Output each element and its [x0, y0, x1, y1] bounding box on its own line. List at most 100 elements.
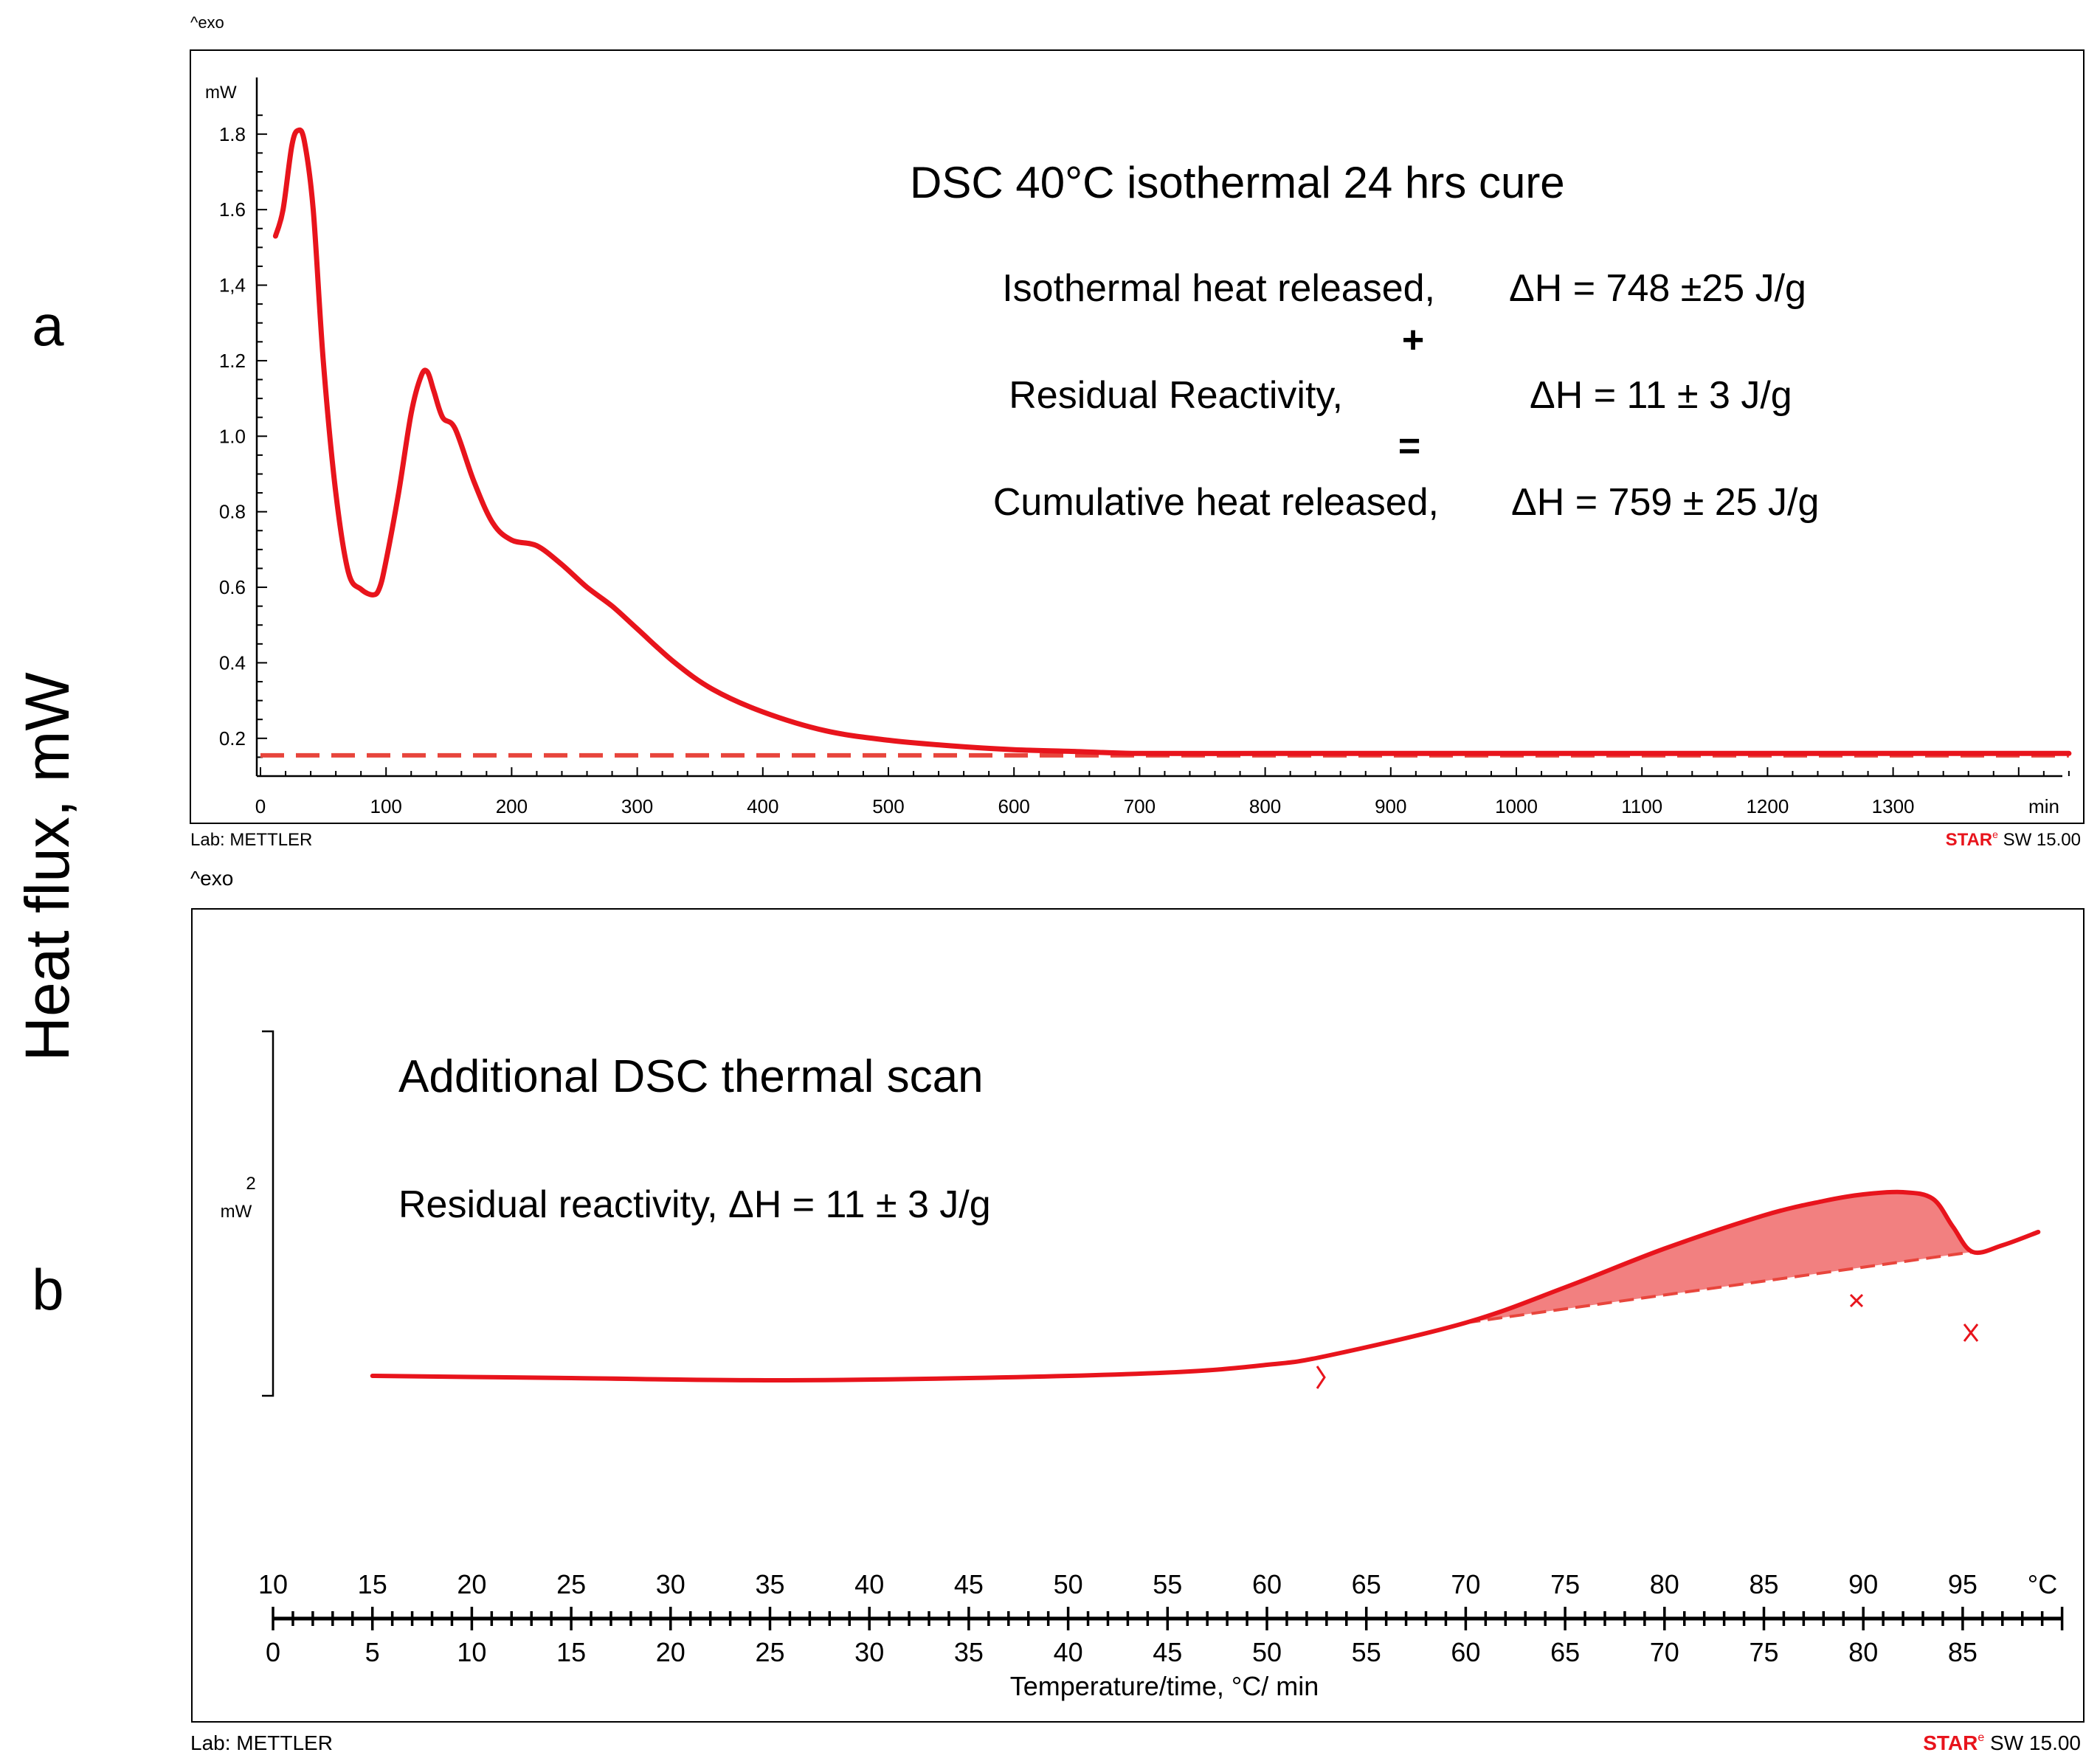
time-tick-label: 75 — [1749, 1637, 1778, 1667]
scale-bar — [262, 1030, 274, 1397]
integration-end-marker — [1963, 1323, 1979, 1342]
panel-b-subtitle: Residual reactivity, ΔH = 11 ± 3 J/g — [398, 1183, 991, 1226]
residual-value: ΔH = 11 ± 3 J/g — [1530, 374, 1792, 417]
panel-b-frame — [191, 908, 2085, 1723]
panel-a-x-tick-label: 1300 — [1872, 795, 1915, 817]
temperature-tick-label: 65 — [1352, 1569, 1381, 1599]
panel-a-y-tick-label: 1.6 — [219, 198, 246, 221]
residual-reactivity-area — [1326, 1192, 1973, 1356]
panel-a-y-tick-label: 0.2 — [219, 727, 246, 750]
panel-a-y-tick-label: 0.8 — [219, 501, 246, 523]
temperature-tick-label: 55 — [1153, 1569, 1182, 1599]
panel-a-letter: a — [32, 293, 64, 358]
panel-b-letter: b — [32, 1257, 63, 1322]
temperature-tick-label: 15 — [358, 1569, 387, 1599]
panel-b-star-badge: STARe SW 15.00 — [1923, 1731, 2081, 1754]
time-tick-label: 30 — [854, 1637, 884, 1667]
temperature-tick-label: 40 — [854, 1569, 884, 1599]
panel-a-x-tick-label: 700 — [1124, 795, 1156, 817]
temperature-tick-label: 35 — [755, 1569, 784, 1599]
panel-a-x-tick-label: 800 — [1249, 795, 1281, 817]
star-version: SW 15.00 — [1984, 1731, 2081, 1754]
cumulative-label: Cumulative heat released, — [993, 481, 1439, 524]
panel-a-x-tick-label: 600 — [998, 795, 1030, 817]
panel-a-x-tick-label: 1100 — [1621, 795, 1662, 817]
time-tick-label: 45 — [1153, 1637, 1182, 1667]
panel-b-lab-label: Lab: METTLER — [190, 1731, 333, 1754]
time-tick-label: 70 — [1650, 1637, 1679, 1667]
panel-a-title: DSC 40°C isothermal 24 hrs cure — [910, 158, 1565, 207]
time-tick-label: 0 — [266, 1637, 280, 1667]
star-e: e — [1978, 1731, 1984, 1744]
panel-a-x-tick-label: 0 — [255, 795, 266, 817]
scale-bar-value: 2 — [246, 1174, 255, 1194]
panel-a-x-tick-label: 300 — [621, 795, 653, 817]
time-tick-label: 40 — [1054, 1637, 1083, 1667]
time-tick-label: 85 — [1948, 1637, 1978, 1667]
panel-a-x-tick-label: 1000 — [1495, 795, 1538, 817]
temperature-tick-label: 95 — [1948, 1569, 1978, 1599]
panel-a-exo-label: ^exo — [190, 13, 224, 32]
cumulative-value: ΔH = 759 ± 25 J/g — [1511, 481, 1819, 524]
temperature-tick-label: 85 — [1749, 1569, 1778, 1599]
panel-a-heat-flow-curve — [272, 127, 2072, 756]
integration-start-marker — [1316, 1366, 1326, 1389]
time-tick-label: 10 — [457, 1637, 486, 1667]
star-text: STAR — [1946, 830, 1993, 850]
temperature-tick-label: 20 — [457, 1569, 486, 1599]
panel-a-y-tick-label: 0.4 — [219, 651, 246, 674]
peak-marker — [1849, 1293, 1864, 1308]
panel-b-heat-flow-curve — [370, 1189, 2041, 1382]
time-tick-label: 35 — [954, 1637, 984, 1667]
panel-a-x-tick-label: 1200 — [1746, 795, 1789, 817]
panel-a-x-tick-label: 900 — [1375, 795, 1406, 817]
panel-a-y-tick-label: 1.2 — [219, 350, 246, 372]
panel-a-x-tick-label: 400 — [747, 795, 778, 817]
temperature-tick-label: 45 — [954, 1569, 984, 1599]
panel-a-x-tick-label: 500 — [872, 795, 904, 817]
panel-a-y-tick-label: 1,4 — [219, 274, 246, 297]
time-tick-label: 5 — [365, 1637, 380, 1667]
panel-a-y-tick-label: 0.6 — [219, 576, 246, 598]
scale-bar-unit: mW — [221, 1202, 252, 1222]
equals-sign: = — [1398, 425, 1420, 468]
panel-a-star-badge: STARe SW 15.00 — [1946, 828, 2081, 850]
temperature-tick-label: 70 — [1451, 1569, 1480, 1599]
temperature-tick-label: 10 — [258, 1569, 288, 1599]
panel-a-unit-label: mW — [205, 83, 237, 103]
integration-limit-markers — [1316, 1293, 1979, 1389]
panel-a-lab-label: Lab: METTLER — [190, 830, 312, 850]
time-tick-label: 65 — [1550, 1637, 1580, 1667]
temperature-tick-label: 30 — [656, 1569, 685, 1599]
temperature-tick-label: 60 — [1252, 1569, 1282, 1599]
panel-a-x-tick-label: 100 — [370, 795, 402, 817]
star-version: SW 15.00 — [1998, 830, 2081, 850]
panel-a-frame — [190, 49, 2085, 824]
time-tick-label: 55 — [1352, 1637, 1381, 1667]
panel-a-y-tick-label: 1.0 — [219, 425, 246, 447]
time-tick-label: 20 — [656, 1637, 685, 1667]
iso-heat-label: Isothermal heat released, — [1002, 267, 1435, 310]
panel-b-title: Additional DSC thermal scan — [398, 1051, 984, 1102]
panel-a-x-unit-label: min — [2028, 795, 2059, 817]
iso-heat-value: ΔH = 748 ±25 J/g — [1509, 267, 1806, 310]
temperature-tick-label: 25 — [556, 1569, 586, 1599]
panel-b-integration-baseline — [1465, 1250, 1973, 1324]
panel-a-x-tick-label: 200 — [496, 795, 528, 817]
panel-a: ^exo mW 0 100 200 300 400 500 600 700 800 900 1000… — [190, 13, 2085, 850]
temperature-tick-label: 50 — [1054, 1569, 1083, 1599]
star-e: e — [1992, 828, 1998, 840]
plus-sign: + — [1402, 319, 1424, 361]
panel-a-y-tick-label: 1.8 — [219, 123, 246, 145]
temperature-tick-label: 80 — [1650, 1569, 1679, 1599]
residual-label: Residual Reactivity, — [1009, 374, 1343, 417]
time-tick-label: 80 — [1848, 1637, 1878, 1667]
time-tick-label: 25 — [755, 1637, 784, 1667]
temperature-tick-label: 90 — [1848, 1569, 1878, 1599]
panel-b: ^exo 2 mW Additional DSC thermal scan Re… — [190, 867, 2085, 1754]
temperature-tick-label: 75 — [1550, 1569, 1580, 1599]
y-axis-title: Heat flux, mW — [13, 672, 82, 1061]
time-tick-label: 60 — [1451, 1637, 1480, 1667]
panel-b-x-axis-title: Temperature/time, °C/ min — [1010, 1671, 1319, 1701]
